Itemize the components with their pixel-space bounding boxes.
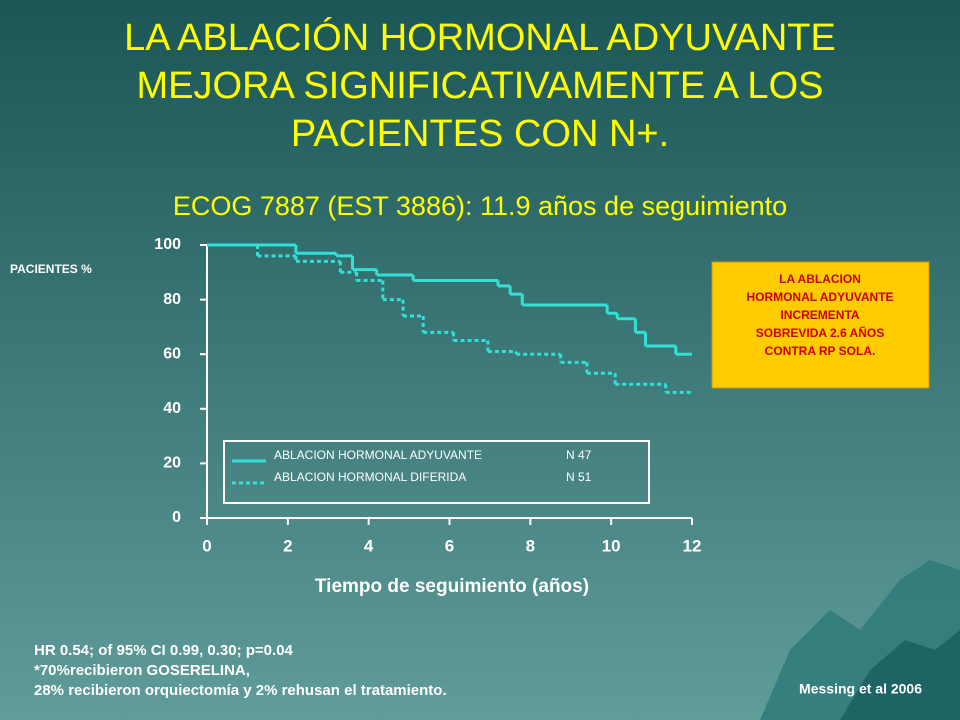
y-axis-label: PACIENTES %: [10, 262, 92, 276]
legend-label: ABLACION HORMONAL ADYUVANTE: [274, 448, 482, 462]
annotation-line: HORMONAL ADYUVANTE: [746, 290, 893, 304]
footnote-line: 28% recibieron orquiectomía y 2% rehusan…: [34, 682, 447, 699]
decoration: [840, 630, 960, 720]
title-line: MEJORA SIGNIFICATIVAMENTE A LOS: [137, 65, 824, 107]
annotation-box: [711, 261, 930, 389]
x-tick-label: 8: [526, 536, 535, 555]
y-tick-label: 0: [172, 509, 181, 526]
x-tick-label: 12: [683, 536, 702, 555]
x-tick-label: 6: [445, 536, 454, 555]
y-tick-label: 100: [154, 236, 181, 253]
x-tick-label: 10: [602, 536, 621, 555]
legend-count: N 51: [566, 470, 592, 484]
annotation-line: CONTRA RP SOLA.: [765, 344, 876, 358]
x-tick-label: 2: [283, 536, 292, 555]
footnote-line: HR 0.54; of 95% CI 0.99, 0.30; p=0.04: [34, 642, 294, 659]
y-tick-label: 40: [163, 400, 181, 417]
annotation-line: LA ABLACION: [779, 272, 861, 286]
subtitle: ECOG 7887 (EST 3886): 11.9 años de segui…: [173, 191, 787, 221]
y-tick-label: 20: [163, 455, 181, 472]
y-tick-label: 60: [163, 345, 181, 362]
x-tick-label: 4: [364, 536, 374, 555]
legend-count: N 47: [566, 448, 592, 462]
source: Messing et al 2006: [799, 681, 922, 697]
footnote-line: *70%recibieron GOSERELINA,: [34, 662, 250, 679]
legend-label: ABLACION HORMONAL DIFERIDA: [274, 470, 466, 484]
y-tick-label: 80: [163, 291, 181, 308]
title-line: LA ABLACIÓN HORMONAL ADYUVANTE: [124, 16, 836, 59]
title-line: PACIENTES CON N+.: [291, 113, 669, 155]
annotation-line: SOBREVIDA 2.6 AÑOS: [756, 325, 884, 340]
x-tick-label: 0: [202, 536, 211, 555]
x-axis-label: Tiempo de seguimiento (años): [315, 576, 589, 597]
annotation-line: INCREMENTA: [780, 308, 859, 322]
legend-box: [223, 440, 650, 504]
